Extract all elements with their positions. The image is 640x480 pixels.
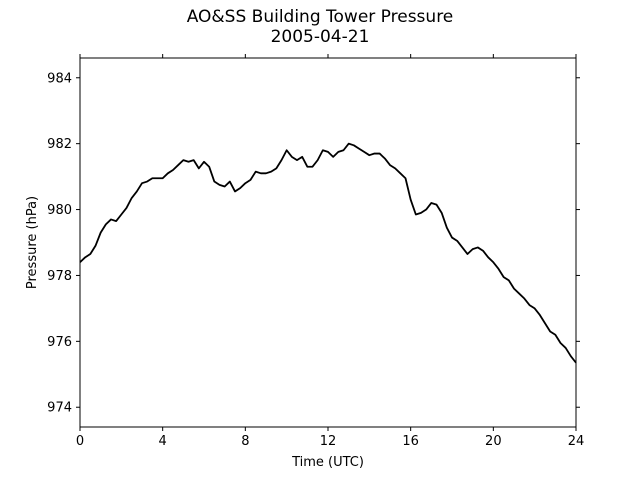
y-tick-label: 974 xyxy=(47,401,72,416)
x-axis-label: Time (UTC) xyxy=(291,455,364,470)
y-tick-label: 980 xyxy=(47,203,72,218)
plot-frame xyxy=(79,57,577,428)
chart-subtitle: 2005-04-21 xyxy=(270,27,370,47)
series-layer xyxy=(79,142,577,364)
y-tick-label: 984 xyxy=(47,71,72,86)
x-tick-label: 12 xyxy=(320,434,337,449)
x-tick-label: 4 xyxy=(159,434,167,449)
axis-ticks: 0 4 8 12 16 20 24 974 976 978 980 982 984 xyxy=(47,54,584,449)
y-axis-label: Pressure (hPa) xyxy=(25,196,40,289)
x-tick-label: 0 xyxy=(76,434,84,449)
pressure-series-line xyxy=(79,142,577,364)
x-tick-label: 16 xyxy=(402,434,419,449)
y-tick-label: 978 xyxy=(47,269,72,284)
chart-title: AO&SS Building Tower Pressure xyxy=(186,7,454,27)
y-tick-label: 976 xyxy=(47,335,72,350)
x-tick-label: 20 xyxy=(485,434,502,449)
y-tick-label: 982 xyxy=(47,137,72,152)
x-tick-label: 8 xyxy=(241,434,249,449)
x-tick-label: 24 xyxy=(568,434,585,449)
